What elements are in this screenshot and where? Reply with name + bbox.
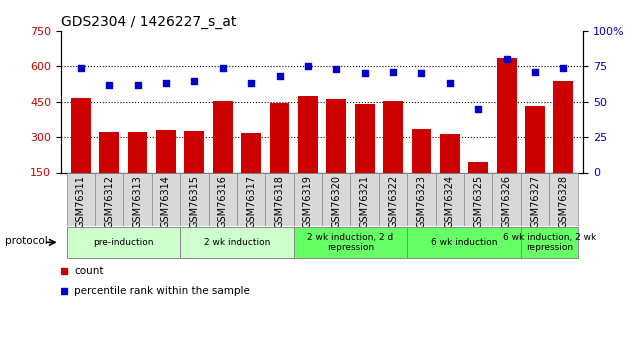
Text: GSM76311: GSM76311 — [76, 175, 86, 227]
Text: GSM76313: GSM76313 — [133, 175, 142, 227]
Bar — [123, 172, 152, 226]
Point — [417, 71, 427, 76]
Text: 6 wk induction, 2 wk
repression: 6 wk induction, 2 wk repression — [503, 233, 596, 252]
Bar — [525, 107, 545, 172]
Bar — [497, 58, 517, 172]
Bar — [407, 227, 521, 258]
Point — [445, 81, 455, 86]
Point — [303, 63, 313, 69]
Bar — [270, 103, 290, 172]
Text: GSM76320: GSM76320 — [331, 175, 341, 228]
Point — [246, 81, 256, 86]
Bar — [464, 172, 492, 226]
Bar — [407, 172, 436, 226]
Text: GSM76314: GSM76314 — [161, 175, 171, 227]
Text: GSM76317: GSM76317 — [246, 175, 256, 228]
Text: GSM76322: GSM76322 — [388, 175, 398, 228]
Bar — [237, 172, 265, 226]
Bar — [322, 172, 351, 226]
Bar — [156, 130, 176, 172]
Bar — [521, 172, 549, 226]
Bar — [67, 227, 180, 258]
Bar — [326, 99, 346, 172]
Bar — [67, 172, 95, 226]
Point — [501, 57, 512, 62]
Bar — [549, 172, 578, 226]
Bar — [412, 129, 431, 172]
Text: GSM76326: GSM76326 — [502, 175, 512, 228]
Bar — [436, 172, 464, 226]
Bar — [152, 172, 180, 226]
Text: GSM76324: GSM76324 — [445, 175, 455, 228]
Text: GDS2304 / 1426227_s_at: GDS2304 / 1426227_s_at — [61, 14, 237, 29]
Bar — [99, 132, 119, 172]
Bar — [294, 227, 407, 258]
Text: GSM76316: GSM76316 — [218, 175, 228, 227]
Bar — [440, 134, 460, 172]
Point — [360, 71, 370, 76]
Text: GSM76318: GSM76318 — [274, 175, 285, 227]
Point — [558, 65, 569, 71]
Text: GSM76328: GSM76328 — [558, 175, 569, 228]
Bar — [294, 172, 322, 226]
Bar — [180, 172, 208, 226]
Bar — [521, 227, 578, 258]
Text: count: count — [74, 266, 103, 276]
Text: protocol: protocol — [5, 236, 47, 246]
Bar — [298, 96, 318, 172]
Bar — [128, 132, 147, 172]
Text: GSM76325: GSM76325 — [473, 175, 483, 228]
Point — [217, 65, 228, 71]
Text: GSM76327: GSM76327 — [530, 175, 540, 228]
Bar — [351, 172, 379, 226]
Bar — [379, 172, 407, 226]
Bar — [383, 101, 403, 172]
Bar — [180, 227, 294, 258]
Text: pre-induction: pre-induction — [93, 238, 154, 247]
Point — [530, 69, 540, 75]
Text: GSM76323: GSM76323 — [417, 175, 426, 228]
Point — [189, 78, 199, 83]
Point — [133, 82, 143, 88]
Bar — [354, 104, 374, 172]
Point — [161, 81, 171, 86]
Text: 6 wk induction: 6 wk induction — [431, 238, 497, 247]
Bar — [553, 81, 573, 172]
Point — [104, 82, 114, 88]
Bar — [213, 101, 233, 172]
Point — [388, 69, 398, 75]
Point — [76, 65, 86, 71]
Point — [274, 73, 285, 79]
Bar — [208, 172, 237, 226]
Point — [331, 67, 342, 72]
Bar — [241, 134, 261, 172]
Text: GSM76315: GSM76315 — [189, 175, 199, 228]
Text: GSM76319: GSM76319 — [303, 175, 313, 227]
Bar — [71, 98, 91, 172]
Bar — [95, 172, 123, 226]
Text: 2 wk induction, 2 d
repression: 2 wk induction, 2 d repression — [308, 233, 394, 252]
Text: 2 wk induction: 2 wk induction — [204, 238, 270, 247]
Text: GSM76321: GSM76321 — [360, 175, 370, 228]
Point — [473, 106, 483, 112]
Text: GSM76312: GSM76312 — [104, 175, 114, 228]
Bar — [185, 130, 204, 172]
Text: percentile rank within the sample: percentile rank within the sample — [74, 286, 250, 296]
Bar — [492, 172, 521, 226]
Bar — [265, 172, 294, 226]
Bar — [469, 162, 488, 172]
